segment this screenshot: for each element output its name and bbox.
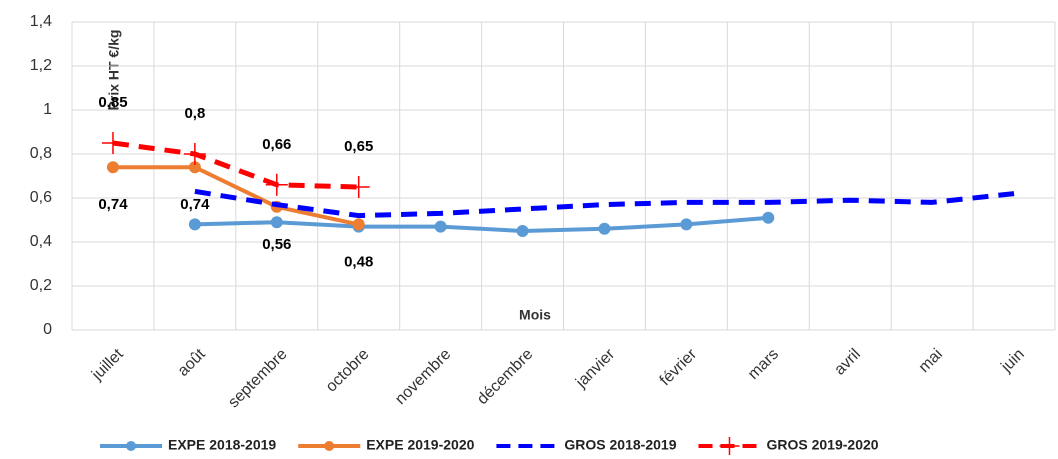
point xyxy=(598,222,611,235)
point xyxy=(352,218,365,231)
y-tick-label: 0,4 xyxy=(30,233,52,250)
y-axis-label: Prix HT €/kg xyxy=(106,30,122,111)
x-tick-label: mai xyxy=(916,346,946,376)
data-label: 0,8 xyxy=(184,105,205,122)
legend-label: EXPE 2018-2019 xyxy=(168,437,276,453)
point xyxy=(183,143,206,165)
x-tick-label: février xyxy=(657,345,701,389)
point xyxy=(101,132,124,154)
y-tick-label: 1 xyxy=(43,101,52,118)
point xyxy=(265,173,288,196)
x-tick-label: mars xyxy=(745,346,782,383)
y-tick-label: 0,8 xyxy=(30,145,52,162)
point xyxy=(762,211,775,224)
legend-label: GROS 2018-2019 xyxy=(564,437,676,453)
data-label: 0,74 xyxy=(180,196,210,213)
legend: EXPE 2018-2019 EXPE 2019-2020 GROS 2018-20… xyxy=(100,437,879,455)
y-tick-label: 1,4 xyxy=(30,13,52,30)
x-tick-label: octobre xyxy=(323,346,373,396)
point xyxy=(516,225,529,237)
x-tick-label: avril xyxy=(831,346,864,379)
series-line xyxy=(194,215,769,234)
data-label: 0,74 xyxy=(98,196,128,213)
x-tick-label: décembre xyxy=(474,346,536,408)
legend-label: GROS 2019-2020 xyxy=(766,437,878,453)
legend-marker xyxy=(126,441,136,451)
data-label: 0,85 xyxy=(98,94,127,111)
x-tick-label: juin xyxy=(998,346,1028,376)
data-label: 0,48 xyxy=(344,253,373,270)
point xyxy=(188,218,201,231)
point xyxy=(106,161,119,174)
x-tick-label: juillet xyxy=(88,345,127,384)
point xyxy=(434,220,447,233)
point xyxy=(188,161,201,174)
legend-marker xyxy=(719,437,740,455)
x-axis-label: Mois xyxy=(519,307,551,323)
x-tick-label: novembre xyxy=(392,346,454,408)
y-tick-label: 0,2 xyxy=(30,277,52,294)
series-line xyxy=(194,188,1015,219)
data-label: 0,56 xyxy=(262,236,291,253)
x-tick-label: janvier xyxy=(572,345,619,392)
y-tick-label: 0,6 xyxy=(30,189,52,206)
data-label: 0,65 xyxy=(344,138,373,155)
data-label: 0,66 xyxy=(262,136,291,153)
y-tick-label: 0 xyxy=(43,321,52,338)
point xyxy=(347,176,370,198)
x-tick-label: août xyxy=(175,345,209,379)
series-line xyxy=(112,165,360,227)
legend-label: EXPE 2019-2020 xyxy=(366,437,474,453)
point xyxy=(680,218,693,231)
point xyxy=(270,216,283,229)
series-line xyxy=(112,140,359,190)
x-tick-label: septembre xyxy=(225,346,291,412)
legend-marker xyxy=(324,441,335,451)
y-tick-label: 1,2 xyxy=(30,57,52,74)
